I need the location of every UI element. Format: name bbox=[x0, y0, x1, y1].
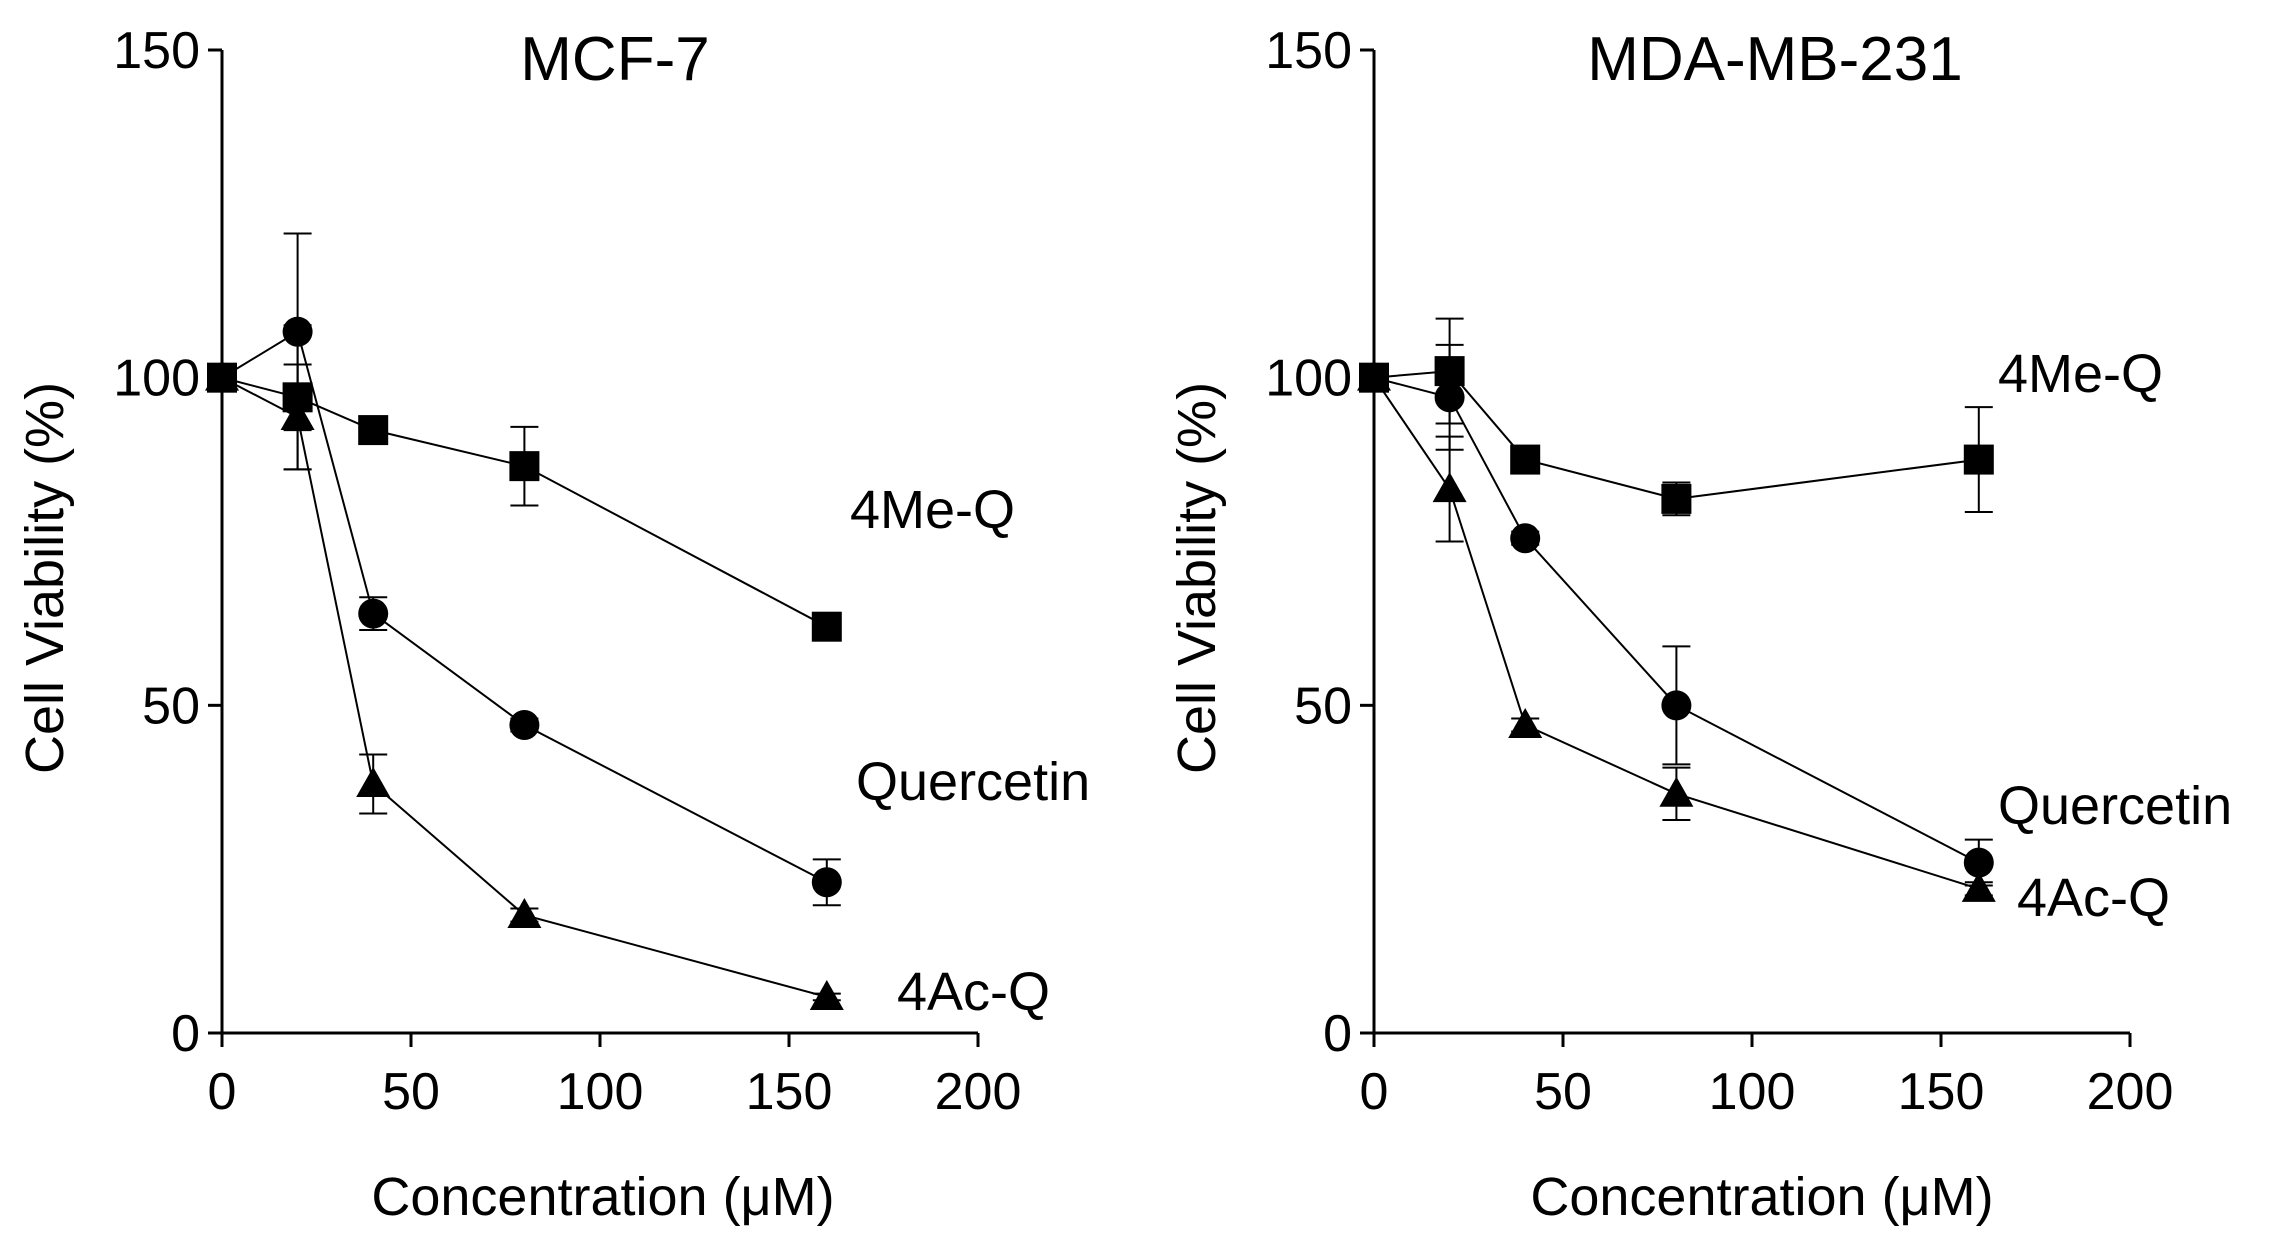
data-point-4ac-q bbox=[280, 399, 315, 430]
x-tick-label: 200 bbox=[935, 1063, 1022, 1121]
x-tick-label: 100 bbox=[1709, 1063, 1796, 1121]
data-point-quercetin bbox=[1434, 382, 1465, 413]
y-tick-label: 0 bbox=[1323, 1005, 1352, 1063]
data-point-4me-q bbox=[358, 415, 389, 446]
x-tick-label: 150 bbox=[1898, 1063, 1985, 1121]
data-point-4me-q bbox=[1963, 444, 1994, 475]
y-tick-label: 150 bbox=[1265, 22, 1352, 80]
data-point-4ac-q bbox=[809, 979, 844, 1010]
y-tick-label: 100 bbox=[1265, 350, 1352, 408]
y-axis-label: Cell Viability (%) bbox=[15, 382, 75, 774]
data-point-4ac-q bbox=[1432, 472, 1467, 503]
data-point-quercetin bbox=[1661, 690, 1692, 721]
series-label-4me-q: 4Me-Q bbox=[850, 480, 1015, 540]
y-tick-label: 0 bbox=[171, 1005, 200, 1063]
data-point-quercetin bbox=[509, 709, 540, 740]
series-line-quercetin bbox=[221, 330, 828, 884]
data-point-4me-q bbox=[509, 451, 540, 482]
series-label-quercetin: Quercetin bbox=[856, 752, 1090, 812]
x-tick-label: 200 bbox=[2087, 1063, 2174, 1121]
x-tick-label: 50 bbox=[1534, 1063, 1592, 1121]
data-point-4ac-q bbox=[1508, 707, 1543, 738]
x-tick-label: 0 bbox=[1360, 1063, 1389, 1121]
y-axis-label: Cell Viability (%) bbox=[1167, 382, 1227, 774]
series-label-4ac-q: 4Ac-Q bbox=[2017, 868, 2170, 928]
x-tick-label: 0 bbox=[208, 1063, 237, 1121]
series-label-4me-q: 4Me-Q bbox=[1998, 344, 2163, 404]
data-point-quercetin bbox=[811, 867, 842, 898]
x-tick-label: 150 bbox=[746, 1063, 833, 1121]
x-axis-label: Concentration (μM) bbox=[1530, 1167, 1993, 1227]
data-point-quercetin bbox=[282, 316, 313, 347]
data-point-4ac-q bbox=[1961, 871, 1996, 902]
y-tick-label: 50 bbox=[142, 677, 200, 735]
data-point-quercetin bbox=[1963, 847, 1994, 878]
series-label-quercetin: Quercetin bbox=[1998, 776, 2232, 836]
y-tick-label: 50 bbox=[1294, 677, 1352, 735]
data-point-4ac-q bbox=[205, 360, 239, 391]
data-point-4me-q bbox=[1510, 444, 1541, 475]
data-point-4ac-q bbox=[1357, 360, 1391, 391]
data-point-4ac-q bbox=[356, 766, 391, 797]
data-point-4me-q bbox=[1661, 483, 1692, 514]
x-tick-label: 50 bbox=[382, 1063, 440, 1121]
panel-mda-mb-231: MDA-MB-231 Cell Viability (%) Concentrat… bbox=[1167, 22, 2232, 1227]
y-tick-label: 100 bbox=[113, 350, 200, 408]
x-tick-label: 100 bbox=[557, 1063, 644, 1121]
y-tick-label: 150 bbox=[113, 22, 200, 80]
series-line-4me-q bbox=[1373, 370, 1979, 500]
x-axis-label: Concentration (μM) bbox=[371, 1167, 834, 1227]
chart-title: MCF-7 bbox=[520, 25, 709, 94]
chart-title: MDA-MB-231 bbox=[1587, 25, 1963, 94]
data-point-quercetin bbox=[1510, 523, 1541, 554]
data-point-4me-q bbox=[811, 611, 842, 642]
data-point-quercetin bbox=[358, 598, 389, 629]
panel-mcf7: MCF-7 Cell Viability (%) Concentration (… bbox=[15, 22, 1090, 1227]
data-point-4ac-q bbox=[507, 898, 542, 929]
series-label-4ac-q: 4Ac-Q bbox=[897, 962, 1050, 1022]
data-point-4ac-q bbox=[1659, 776, 1694, 807]
